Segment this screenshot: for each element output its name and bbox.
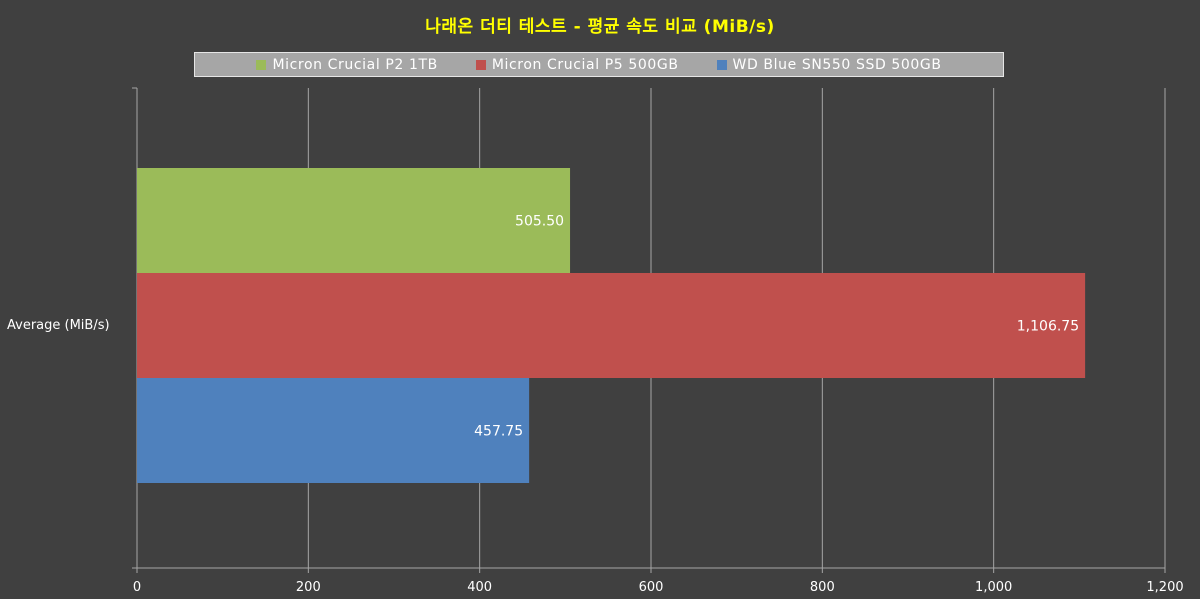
x-tick-label: 1,200 [1146, 580, 1183, 595]
x-tick-label: 1,000 [975, 580, 1012, 595]
legend-swatch-p5 [475, 59, 486, 70]
bar-data-label: 457.75 [474, 424, 523, 440]
bar-2 [137, 378, 530, 483]
legend: Micron Crucial P2 1TB Micron Crucial P5 … [194, 52, 1004, 77]
legend-label-p2: Micron Crucial P2 1TB [272, 56, 438, 73]
x-tick-label: 0 [133, 580, 141, 595]
bar-0 [137, 168, 571, 273]
bar-1 [137, 273, 1086, 378]
x-tick-label: 400 [467, 580, 492, 595]
bar-data-label: 1,106.75 [1017, 319, 1079, 335]
legend-swatch-p2 [256, 59, 267, 70]
x-tick-label: 800 [810, 580, 835, 595]
legend-label-sn550: WD Blue SN550 SSD 500GB [732, 56, 942, 73]
legend-swatch-sn550 [716, 59, 727, 70]
chart-title: 나래온 더티 테스트 - 평균 속도 비교 (MiB/s) [425, 17, 775, 37]
bar-data-label: 505.50 [515, 214, 564, 230]
legend-item-p2: Micron Crucial P2 1TB [256, 57, 437, 73]
legend-label-p5: Micron Crucial P5 500GB [491, 56, 679, 73]
category-axis-label: Average (MiB/s) [7, 318, 110, 333]
legend-item-p5: Micron Crucial P5 500GB [475, 56, 679, 73]
x-tick-label: 600 [639, 580, 664, 595]
legend-item-sn550: WD Blue SN550 SSD 500GB [716, 56, 942, 73]
x-tick-label: 200 [296, 580, 321, 595]
